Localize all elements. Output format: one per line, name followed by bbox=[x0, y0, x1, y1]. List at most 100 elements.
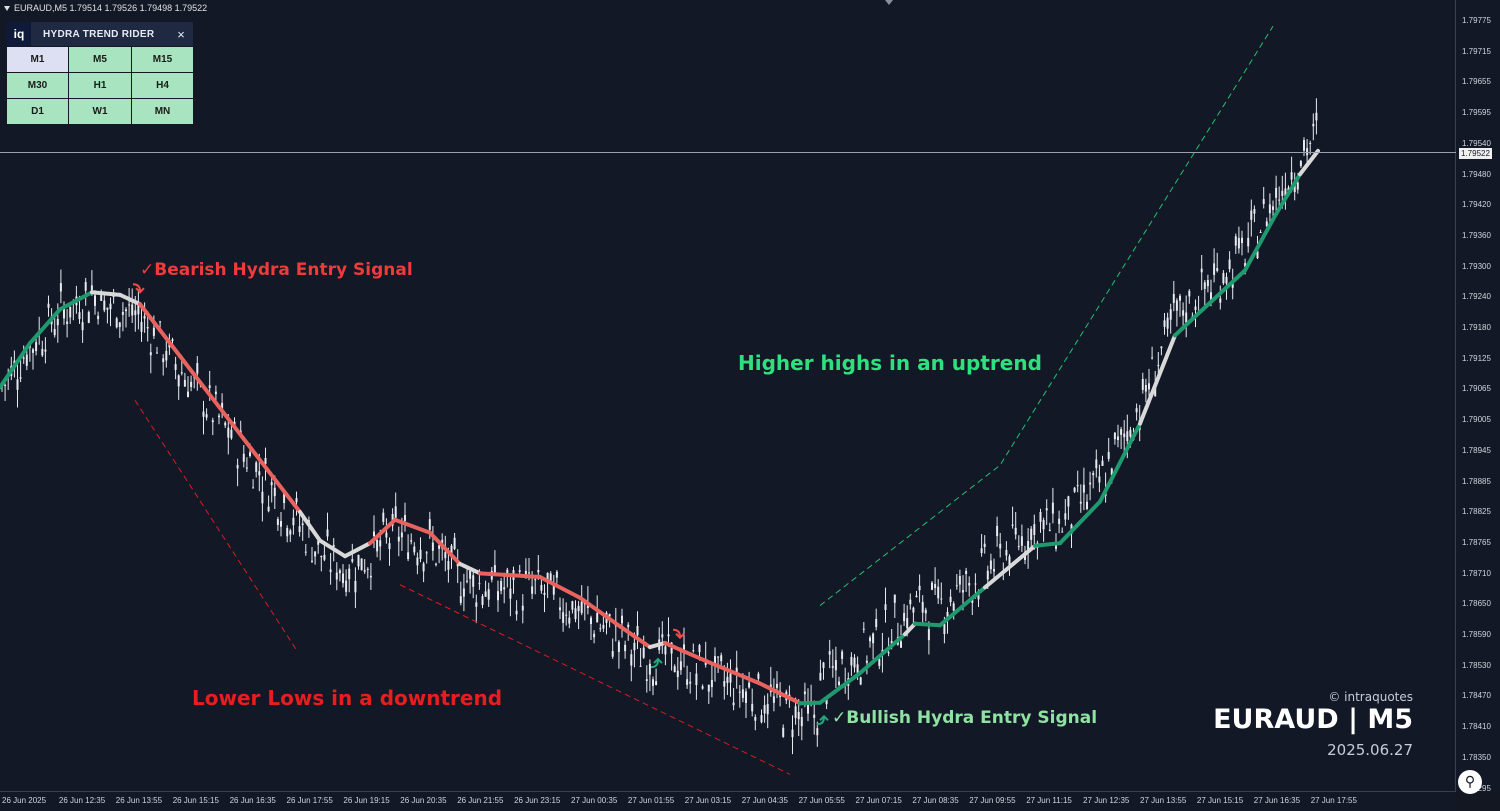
candle-body bbox=[1141, 378, 1144, 390]
candle-body bbox=[1120, 429, 1123, 435]
candle-body bbox=[431, 542, 434, 551]
close-icon[interactable]: × bbox=[177, 26, 185, 42]
candle-body bbox=[357, 554, 360, 567]
candle-body bbox=[1259, 232, 1262, 234]
candle-body bbox=[404, 515, 406, 521]
timeframe-button-m30[interactable]: M30 bbox=[7, 73, 68, 98]
time-tick-label: 27 Jun 09:55 bbox=[969, 796, 1016, 805]
candle-body bbox=[1290, 172, 1293, 180]
price-tick-label: 1.79480 bbox=[1462, 169, 1491, 179]
candle-body bbox=[841, 651, 844, 659]
time-tick-label: 27 Jun 03:15 bbox=[684, 796, 732, 805]
timeframe-button-mn[interactable]: MN bbox=[132, 99, 193, 124]
candle-body bbox=[971, 599, 974, 603]
bearish-signal-label: Bearish Hydra Entry Signal bbox=[154, 260, 413, 280]
candle-body bbox=[1299, 161, 1302, 167]
candle-body bbox=[1247, 237, 1250, 247]
candle-body bbox=[335, 572, 338, 580]
candle-body bbox=[763, 705, 766, 714]
candle-body bbox=[869, 637, 871, 642]
price-tick-label: 1.79180 bbox=[1462, 323, 1491, 332]
candle-body bbox=[379, 540, 382, 547]
candle-body bbox=[1098, 476, 1101, 483]
zoom-icon[interactable]: ⚲ bbox=[1458, 770, 1482, 794]
candle-body bbox=[224, 422, 227, 426]
candle-body bbox=[190, 381, 193, 387]
candle-body bbox=[559, 607, 561, 611]
candle-body bbox=[1296, 182, 1299, 190]
hydra-ma-segment bbox=[343, 541, 372, 559]
watermark-symbol: EURAUD | M5 bbox=[1213, 704, 1413, 735]
candle-body bbox=[425, 552, 428, 554]
candle-body bbox=[729, 673, 732, 683]
candle-body bbox=[103, 300, 106, 311]
hydra-ma-segment bbox=[478, 571, 542, 579]
candle-body bbox=[1275, 187, 1278, 198]
candle-body bbox=[596, 612, 599, 623]
panel-header[interactable]: iq HYDRA TREND RIDER × bbox=[7, 22, 193, 46]
checkmark-icon: ✓ bbox=[140, 260, 155, 280]
candle-body bbox=[121, 311, 124, 315]
candle-body bbox=[648, 663, 651, 675]
candle-body bbox=[571, 601, 574, 610]
hydra-ma-segment bbox=[818, 671, 862, 705]
candle-body bbox=[652, 679, 654, 686]
candle-body bbox=[748, 682, 751, 688]
candle-body bbox=[264, 458, 267, 464]
timeframe-button-m15[interactable]: M15 bbox=[132, 47, 193, 72]
candle-body bbox=[912, 607, 915, 613]
candle-body bbox=[766, 704, 769, 715]
timeframe-button-h4[interactable]: H4 bbox=[132, 73, 193, 98]
chart-shift-marker[interactable] bbox=[885, 0, 893, 5]
candle-body bbox=[958, 576, 961, 585]
candle-body bbox=[472, 575, 475, 587]
price-chart[interactable] bbox=[0, 0, 1456, 792]
candle-body bbox=[732, 702, 735, 706]
candle-body bbox=[487, 589, 490, 600]
price-tick-label: 1.78590 bbox=[1462, 630, 1491, 639]
candle-body bbox=[865, 660, 868, 663]
candle-body bbox=[1237, 237, 1240, 249]
candle-body bbox=[580, 601, 583, 613]
timeframe-button-h1[interactable]: H1 bbox=[69, 73, 131, 98]
candle-body bbox=[1182, 310, 1185, 316]
candle-body bbox=[760, 715, 763, 723]
candle-body bbox=[366, 568, 369, 570]
dropdown-triangle-icon[interactable] bbox=[4, 6, 10, 12]
candle-body bbox=[887, 652, 890, 654]
timeframe-button-w1[interactable]: W1 bbox=[69, 99, 131, 124]
hydra-ma-segment bbox=[538, 574, 582, 600]
candle-body bbox=[1092, 473, 1095, 476]
candle-body bbox=[872, 633, 875, 644]
timeframe-button-m5[interactable]: M5 bbox=[69, 47, 131, 72]
candle-body bbox=[475, 602, 478, 607]
candle-body bbox=[710, 679, 713, 688]
chart-area[interactable] bbox=[0, 0, 1456, 792]
candle-body bbox=[47, 303, 50, 308]
time-axis[interactable]: 26 Jun 2025 26 Jun 12:35 26 Jun 13:55 26 Ju… bbox=[0, 792, 1456, 811]
hydra-ma-segment bbox=[618, 624, 652, 650]
candle-body bbox=[1160, 346, 1163, 349]
hydra-ma-segment bbox=[983, 543, 1037, 590]
candle-body bbox=[503, 587, 506, 590]
candle-body bbox=[878, 658, 881, 666]
candle-body bbox=[1039, 511, 1042, 522]
candle-body bbox=[69, 306, 72, 318]
price-axis[interactable]: 1.79775 1.79715 1.79655 1.79595 1.79540 1.794… bbox=[1456, 0, 1500, 793]
candle-body bbox=[242, 453, 245, 462]
candle-body bbox=[373, 531, 375, 537]
candle-body bbox=[1216, 268, 1219, 271]
timeframe-button-m1[interactable]: M1 bbox=[7, 47, 68, 72]
time-tick-label: 27 Jun 12:35 bbox=[1083, 796, 1130, 805]
candle-body bbox=[1284, 188, 1287, 200]
candle-body bbox=[555, 571, 558, 578]
candle-body bbox=[698, 645, 701, 653]
timeframe-button-d1[interactable]: D1 bbox=[7, 99, 68, 124]
hydra-ma-segment bbox=[268, 471, 302, 515]
candle-body bbox=[999, 543, 1002, 549]
candle-body bbox=[326, 529, 329, 537]
candle-body bbox=[289, 530, 292, 535]
candle-body bbox=[1278, 199, 1281, 201]
time-tick-label: 26 Jun 21:55 bbox=[457, 796, 504, 805]
candle-body bbox=[1101, 460, 1104, 466]
